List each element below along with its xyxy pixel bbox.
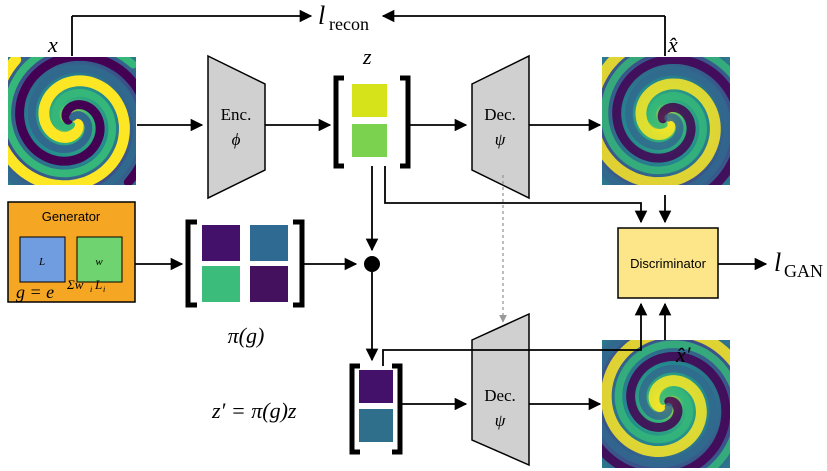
latent-vector-z-prime: [349, 363, 403, 455]
gan-loss-label: l GAN: [774, 248, 823, 281]
reconstructed-image-x-hat: [602, 57, 730, 185]
svg-text:GAN: GAN: [784, 261, 823, 281]
svg-text:i: i: [103, 285, 105, 294]
generator-block: Generator L w g = e Σw i L i: [7, 201, 136, 303]
svg-text:w: w: [95, 256, 103, 268]
discriminator-block: Discriminator: [617, 227, 719, 299]
transformed-image-x-hat-prime: [602, 340, 730, 468]
svg-text:Dec.: Dec.: [484, 105, 516, 124]
svg-text:Generator: Generator: [42, 209, 101, 224]
svg-text:l: l: [318, 1, 325, 30]
svg-text:Dec.: Dec.: [484, 386, 516, 405]
label-x-hat-prime: x̂′: [675, 342, 692, 367]
generator-w-weights: [76, 236, 123, 283]
label-x: x: [47, 32, 58, 57]
label-z-prime-equation: z′ = π(g)z: [211, 398, 297, 423]
svg-text:Discriminator: Discriminator: [630, 256, 707, 271]
label-x-hat: x̂: [667, 32, 678, 57]
representation-matrix-pi-g: [185, 219, 305, 308]
svg-text:ψ: ψ: [495, 411, 506, 430]
svg-text:L: L: [94, 277, 102, 292]
svg-text:Enc.: Enc.: [221, 105, 252, 124]
svg-text:ϕ: ϕ: [232, 130, 241, 149]
generator-formula: g = e Σw i L i: [16, 277, 105, 302]
input-image-x: [8, 57, 136, 185]
svg-text:i: i: [90, 285, 92, 294]
svg-text:ψ: ψ: [495, 130, 506, 149]
latent-vector-z: [333, 75, 411, 169]
encoder-block: Enc. ϕ: [207, 54, 266, 200]
multiply-node: [364, 256, 380, 272]
decoder-bottom-block: Dec. ψ: [471, 312, 530, 467]
svg-text:g = e: g = e: [16, 282, 54, 302]
generator-L-matrix: [19, 236, 66, 283]
decoder-top-block: Dec. ψ: [471, 54, 530, 200]
svg-text:l: l: [774, 248, 781, 277]
reconstruction-loss-label: l recon: [318, 1, 369, 34]
label-pi-g: π(g): [228, 323, 265, 348]
svg-text:L: L: [38, 256, 45, 268]
label-z: z: [362, 44, 372, 69]
svg-text:Σw: Σw: [66, 277, 84, 292]
svg-text:recon: recon: [329, 14, 369, 34]
flow-arrows: [135, 118, 768, 411]
